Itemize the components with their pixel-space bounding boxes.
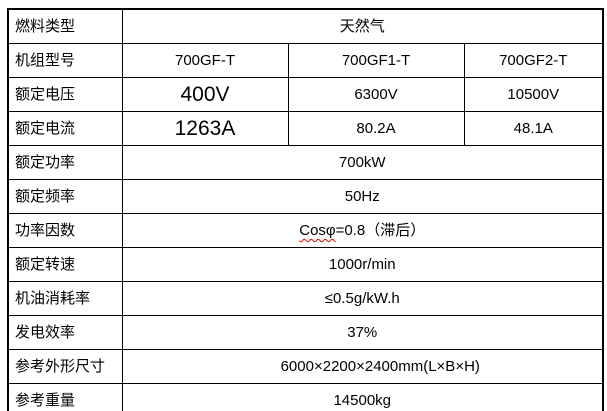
row-rated-speed: 额定转速 1000r/min (7, 247, 604, 282)
spellcheck-underlined-text: Cosφ (299, 222, 336, 239)
row-weight: 参考重量 14500kg (7, 383, 604, 411)
value-current-2: 80.2A (287, 111, 465, 146)
value-model-2: 700GF1-T (287, 43, 465, 78)
value-fuel-type: 天然气 (121, 8, 604, 44)
value-dimensions: 6000×2200×2400mm(L×B×H) (121, 349, 604, 384)
row-fuel-type: 燃料类型 天然气 (7, 8, 604, 44)
value-oil-consumption: ≤0.5g/kW.h (121, 281, 604, 316)
label-rated-speed: 额定转速 (7, 247, 123, 282)
row-power-factor: 功率因数 Cosφ=0.8（滞后） (7, 213, 604, 248)
row-generation-efficiency: 发电效率 37% (7, 315, 604, 350)
value-power-factor: Cosφ=0.8（滞后） (121, 213, 604, 248)
value-weight: 14500kg (121, 383, 604, 411)
row-model: 机组型号 700GF-T 700GF1-T 700GF2-T (7, 43, 604, 78)
value-rated-power: 700kW (121, 145, 604, 180)
value-voltage-2: 6300V (287, 77, 465, 112)
power-factor-rest: =0.8（滞后） (335, 222, 426, 239)
label-rated-current: 额定电流 (7, 111, 123, 146)
label-model: 机组型号 (7, 43, 123, 78)
label-fuel-type: 燃料类型 (7, 8, 123, 44)
value-voltage-3: 10500V (463, 77, 604, 112)
row-rated-current: 额定电流 1263A 80.2A 48.1A (7, 111, 604, 146)
label-power-factor: 功率因数 (7, 213, 123, 248)
row-rated-voltage: 额定电压 400V 6300V 10500V (7, 77, 604, 112)
generator-spec-table: 燃料类型 天然气 机组型号 700GF-T 700GF1-T 700GF2-T … (7, 8, 605, 411)
label-rated-voltage: 额定电压 (7, 77, 123, 112)
value-generation-efficiency: 37% (121, 315, 604, 350)
value-current-3: 48.1A (463, 111, 604, 146)
row-dimensions: 参考外形尺寸 6000×2200×2400mm(L×B×H) (7, 349, 604, 384)
value-model-1: 700GF-T (121, 43, 289, 78)
row-rated-power: 额定功率 700kW (7, 145, 604, 180)
label-dimensions: 参考外形尺寸 (7, 349, 123, 384)
label-rated-frequency: 额定频率 (7, 179, 123, 214)
value-model-3: 700GF2-T (463, 43, 604, 78)
row-rated-frequency: 额定频率 50Hz (7, 179, 604, 214)
row-oil-consumption: 机油消耗率 ≤0.5g/kW.h (7, 281, 604, 316)
label-generation-efficiency: 发电效率 (7, 315, 123, 350)
value-voltage-1: 400V (121, 77, 289, 112)
label-oil-consumption: 机油消耗率 (7, 281, 123, 316)
label-rated-power: 额定功率 (7, 145, 123, 180)
value-rated-frequency: 50Hz (121, 179, 604, 214)
label-weight: 参考重量 (7, 383, 123, 411)
value-current-1: 1263A (121, 111, 289, 146)
value-rated-speed: 1000r/min (121, 247, 604, 282)
